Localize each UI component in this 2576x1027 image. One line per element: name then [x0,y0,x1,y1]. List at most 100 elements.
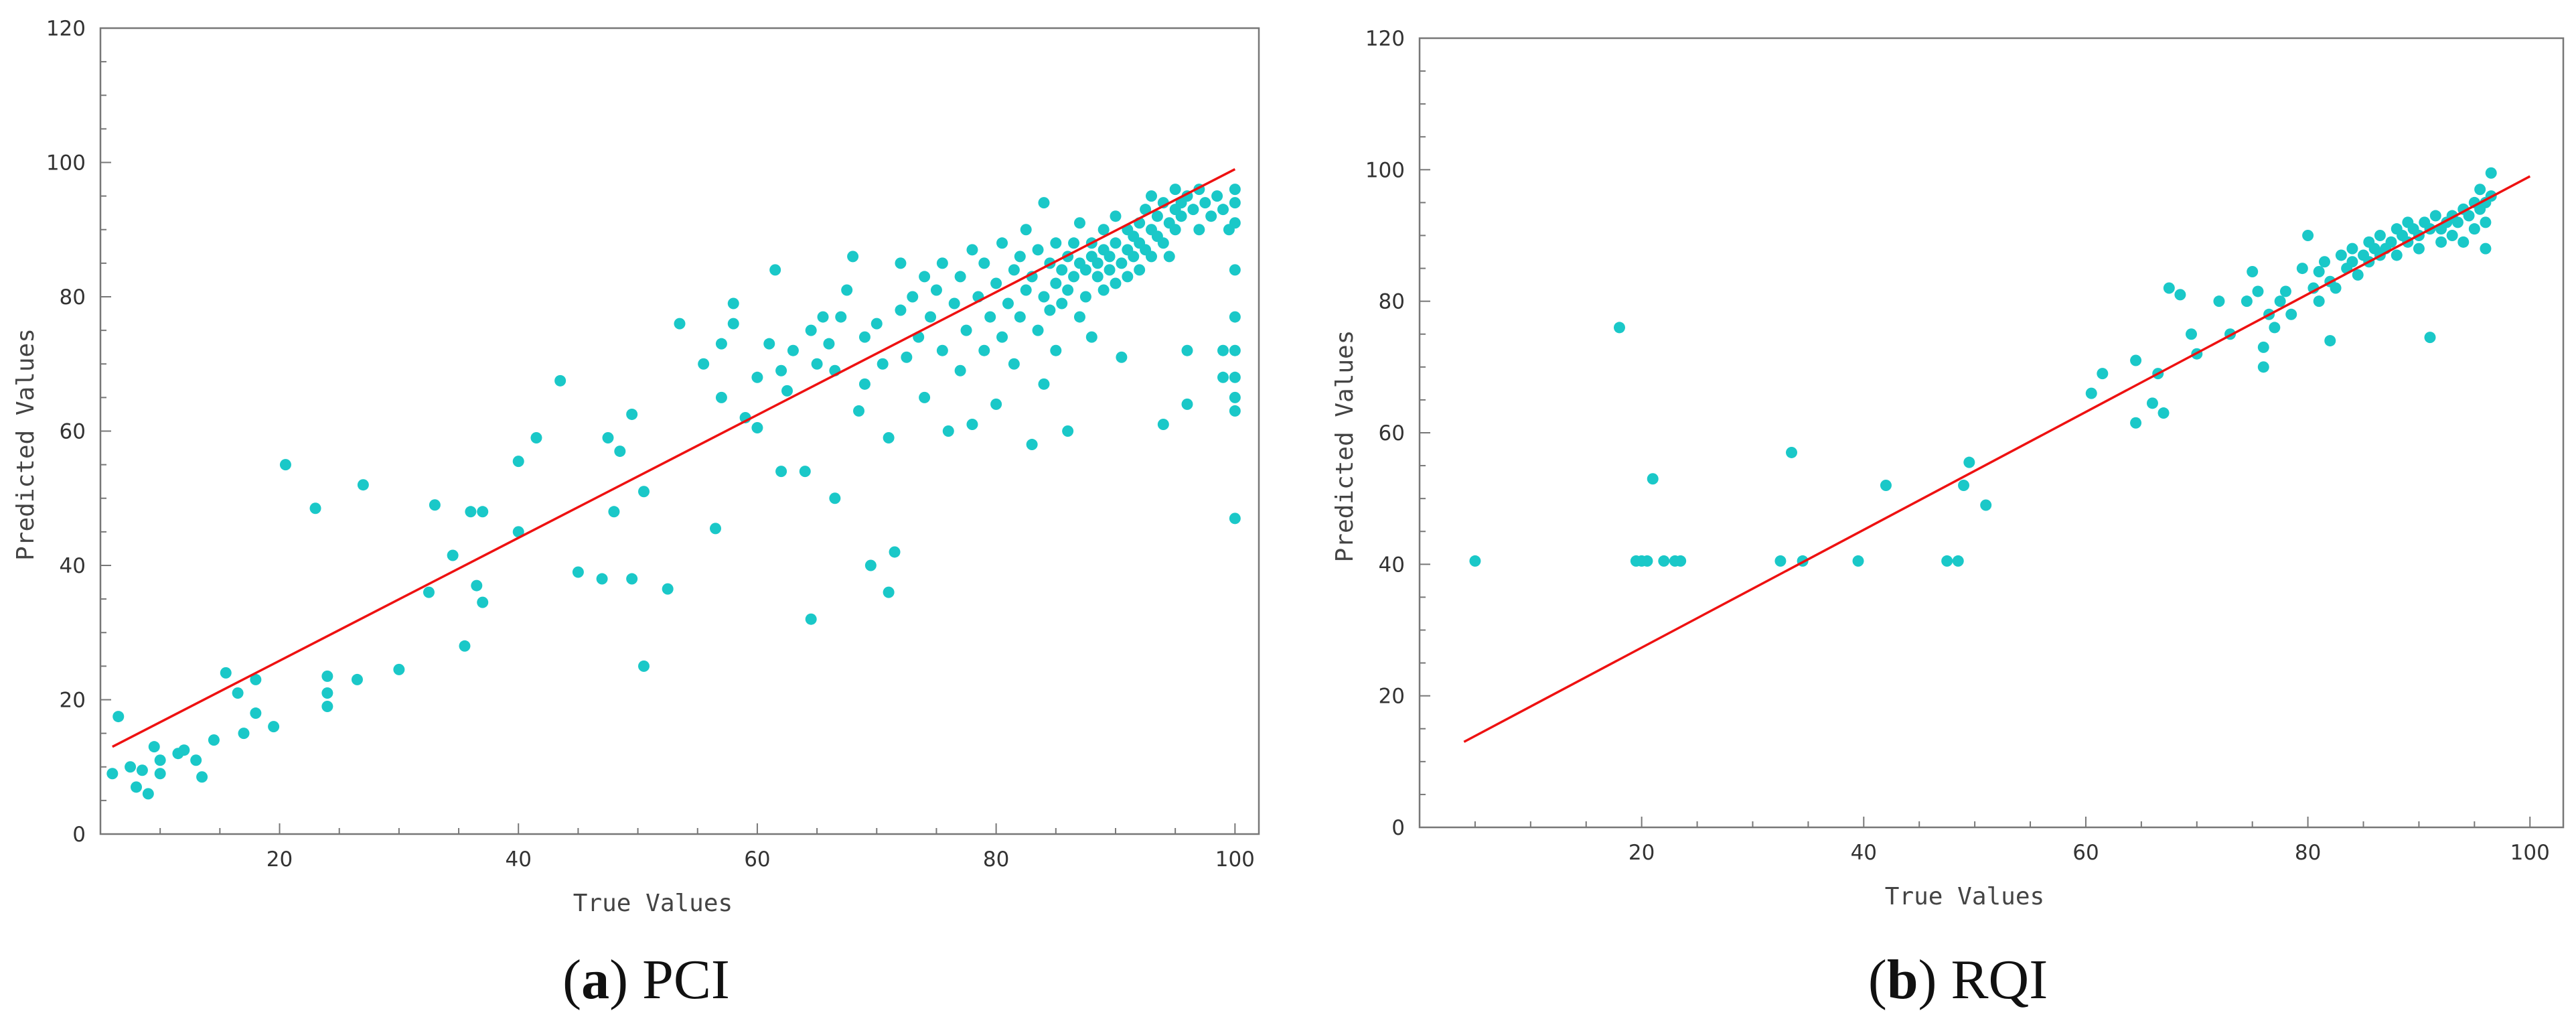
data-point [954,364,966,376]
data-point [2352,269,2364,281]
data-point [674,318,686,330]
data-point [1187,204,1199,216]
data-point [1073,311,1085,323]
data-point [1963,456,1975,468]
data-point [978,344,990,356]
data-point [919,271,931,283]
y-tick-label: 0 [1391,816,1405,840]
data-point [1175,210,1187,222]
data-point [1122,271,1134,283]
data-point [710,523,722,535]
data-point [1169,224,1181,236]
data-point [1008,264,1020,276]
data-point [250,707,262,720]
data-point [1097,284,1110,296]
data-point [1658,555,1670,567]
fit-line [112,167,1236,748]
data-point [2318,256,2330,268]
scatter-chart-pci: 0 20 40 60 80 100 120 20 40 60 80 100 True Values Pre… [12,17,1260,1011]
data-point [530,432,542,444]
data-point [1020,284,1032,296]
data-point [901,351,913,363]
data-point [1647,473,1659,485]
data-point [459,640,471,652]
data-point [279,459,291,471]
data-point [2257,361,2269,373]
data-point [936,344,948,356]
data-point [727,297,739,310]
data-point [2085,387,2097,399]
data-point [1229,264,1241,276]
data-point [1116,257,1128,269]
data-point [232,687,244,699]
data-point [2330,282,2342,294]
data-point [1116,351,1128,363]
data-point [572,566,584,578]
data-point [1002,297,1014,310]
data-point [357,479,369,491]
data-point [1079,291,1091,303]
x-tick-label: 80 [983,847,1009,872]
data-point [2097,368,2109,380]
panel-caption: (a) PCI [562,949,730,1011]
data-point [1110,210,1122,222]
y-tick-label: 20 [60,689,86,713]
data-point [1038,291,1050,303]
data-point [321,670,333,682]
data-point [799,466,811,478]
data-point [2130,417,2142,429]
plot-frame [99,27,1260,835]
data-point [1169,184,1181,196]
x-tick-label: 40 [506,847,532,872]
data-point [1217,204,1229,216]
y-tick-label: 0 [72,823,86,847]
data-point [1038,197,1050,209]
data-point [775,364,787,376]
data-point [602,432,614,444]
data-point [1145,190,1157,202]
data-point [870,318,883,330]
data-point [637,486,650,498]
data-point [1104,264,1116,276]
data-point [2241,295,2253,307]
data-point [1056,297,1068,310]
data-point [727,318,739,330]
data-point [2274,295,2286,307]
data-point [698,358,710,370]
data-point [925,311,937,323]
data-point [1062,284,1074,296]
data-point [2463,210,2475,222]
data-point [1229,184,1241,196]
data-point [2429,210,2441,222]
data-point [423,586,435,598]
data-point [1104,251,1116,263]
y-tick-label: 40 [1379,553,1405,577]
y-tick-label: 60 [60,420,86,444]
data-point [763,338,775,350]
data-point [841,284,853,296]
data-point [2296,263,2308,275]
data-point [447,549,459,561]
data-point [1134,264,1146,276]
data-point [1151,210,1163,222]
data-point [930,284,942,296]
data-point [919,391,931,403]
data-point [2424,332,2436,344]
data-point [1032,244,1044,256]
data-point [2385,236,2397,248]
x-tick-label: 100 [2510,841,2550,865]
data-point [1469,555,1481,567]
x-tick-label: 40 [1851,841,1877,865]
data-point [2485,167,2497,179]
data-point [751,421,763,433]
data-point [1157,237,1169,249]
data-point [936,257,948,269]
data-point [106,768,119,780]
data-point [858,378,870,390]
data-point [2413,243,2425,255]
x-axis-title: True Values [1885,883,2044,910]
data-point [2302,230,2314,241]
data-point [811,358,823,370]
data-point [1014,311,1026,323]
data-point [1050,277,1062,289]
